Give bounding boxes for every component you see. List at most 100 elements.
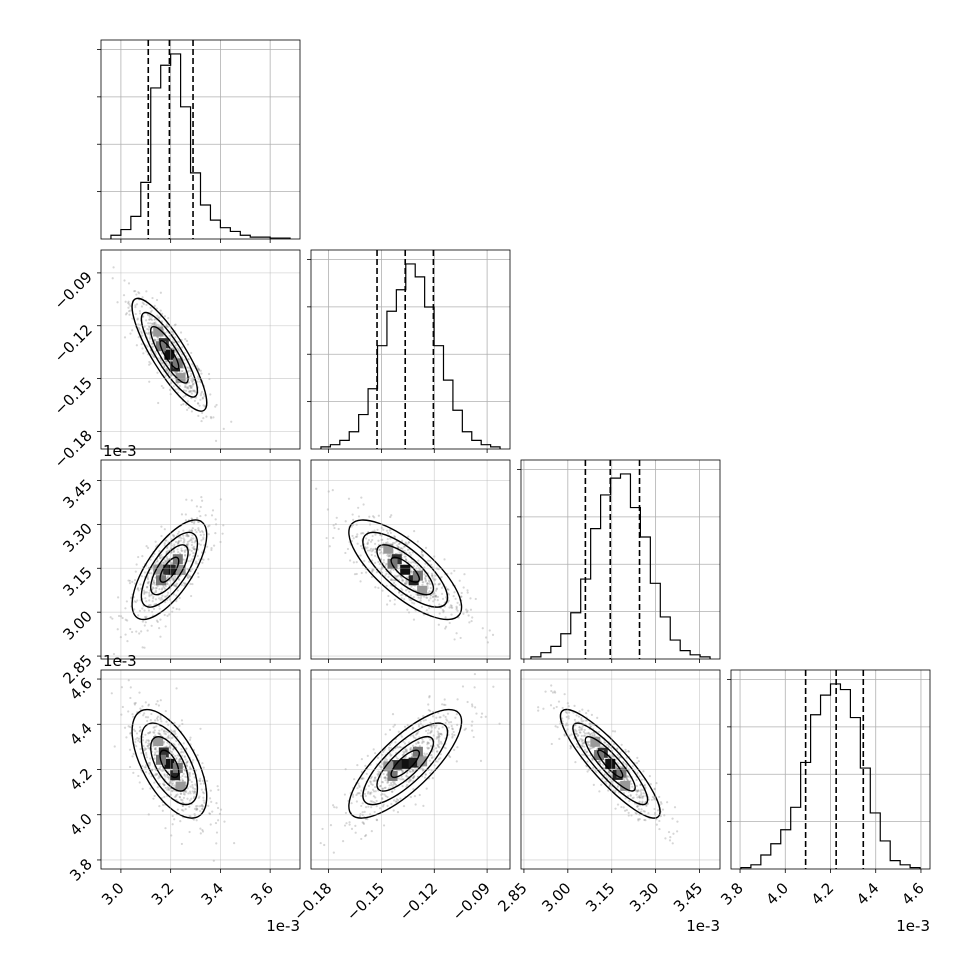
- scatter-2-point-183: [409, 553, 412, 557]
- scatter-1-point-430: [178, 596, 181, 600]
- scatter-1-point-308: [146, 581, 149, 584]
- scatter-2-point-203: [488, 629, 491, 632]
- scatter-5-point-420: [590, 757, 594, 760]
- scatter-1-point-14: [197, 527, 200, 530]
- scatter-2-point-388: [388, 599, 392, 602]
- scatter-4-point-142: [421, 738, 424, 741]
- scatter-5-point-632: [561, 717, 564, 720]
- scatter-2-contour-2: [362, 531, 449, 608]
- scatter-4-point-177: [381, 781, 384, 784]
- scatter-0-point-240: [140, 330, 143, 333]
- scatter-1-point-92: [148, 599, 151, 602]
- scatter-3-point-3: [181, 804, 184, 807]
- scatter-2-point-125: [357, 506, 360, 509]
- scatter-0-point-144: [189, 374, 193, 378]
- scatter-4-point-47: [383, 786, 386, 790]
- scatter-2-point-565: [366, 542, 369, 546]
- scatter-1-point-554: [164, 560, 167, 563]
- scatter-1-point-501: [155, 586, 158, 590]
- scatter-4-point-369: [437, 738, 440, 742]
- scatter-0-point-24: [135, 303, 139, 306]
- scatter-0-point-187: [184, 371, 187, 374]
- scatter-5-point-114: [641, 795, 644, 798]
- scatter-0-point-141: [170, 373, 173, 377]
- scatter-5-point-305: [582, 742, 585, 745]
- scatter-3-point-251: [200, 788, 203, 791]
- scatter-4-point-509: [427, 729, 430, 732]
- scatter-2-point-276: [404, 581, 407, 585]
- scatter-0-point-127: [183, 358, 186, 361]
- scatter-4-point-336: [353, 778, 356, 781]
- scatter-5-point-542: [616, 786, 619, 789]
- scatter-0-point-502: [142, 352, 145, 355]
- scatter-5-point-640: [637, 819, 640, 822]
- scatter-4-point-608: [411, 727, 414, 730]
- scatter-2-point-584: [386, 603, 389, 606]
- scatter-2-point-30: [422, 595, 426, 598]
- scatter-2-point-98: [434, 589, 438, 592]
- scatter-4-point-282: [426, 732, 430, 735]
- scatter-3-point-105: [172, 747, 175, 751]
- scatter-4-point-486: [403, 725, 407, 728]
- scatter-5-point-332: [636, 796, 639, 799]
- scatter-1-point-515: [172, 606, 175, 609]
- scatter-2-point-441: [352, 518, 355, 521]
- scatter-1-contour-1: [150, 544, 189, 596]
- scatter-3-point-57: [143, 712, 146, 715]
- scatter-4-point-347: [401, 769, 405, 772]
- scatter-2-point-328: [444, 627, 447, 630]
- scatter-2-point-508: [398, 591, 401, 594]
- scatter-2-point-507: [365, 571, 368, 574]
- scatter-4-point-559: [428, 695, 431, 698]
- scatter-4-point-23: [372, 801, 375, 804]
- scatter-5-point-319: [608, 770, 611, 773]
- scatter-2-point-176: [374, 561, 377, 564]
- scatter-0-point-623: [201, 396, 204, 399]
- scatter-2-point-555: [485, 636, 488, 639]
- scatter-5-point-171: [637, 760, 640, 763]
- scatter-2-point-229: [445, 596, 448, 599]
- scatter-5-point-613: [658, 827, 661, 831]
- scatter-5-point-192: [585, 732, 588, 735]
- scatter-3-point-44: [164, 730, 168, 733]
- scatter-5-point-93: [583, 732, 587, 735]
- scatter-3-point-227: [134, 738, 137, 741]
- scatter-3-point-278: [167, 736, 171, 740]
- scatter-4-point-521: [366, 792, 370, 795]
- scatter-4-point-406: [364, 806, 368, 809]
- scatter-5-point-66: [580, 720, 583, 723]
- scatter-5-point-160: [578, 726, 581, 729]
- scatter-3-point-52: [192, 796, 195, 800]
- scatter-5-point-436: [579, 731, 582, 734]
- scatter-4-point-507: [356, 763, 359, 767]
- scatter-1-point-334: [143, 592, 146, 595]
- scatter-0-point-541: [177, 349, 181, 352]
- scatter-4-point-610: [451, 727, 454, 730]
- scatter-4-point-231: [384, 733, 387, 736]
- scatter-4-point-95: [390, 753, 393, 757]
- scatter-5-point-308: [672, 832, 675, 835]
- scatter-2-point-186: [392, 541, 395, 545]
- scatter-2-point-81: [406, 608, 409, 611]
- scatter-3-point-538: [157, 775, 161, 778]
- scatter-2-point-134: [436, 599, 439, 602]
- scatter-1-point-169: [206, 545, 209, 548]
- scatter-5-point-503: [579, 728, 583, 731]
- scatter-1-point-44: [173, 584, 176, 587]
- scatter-1-point-189: [125, 600, 128, 603]
- scatter-0-point-125: [187, 390, 191, 393]
- scatter-5-point-610: [580, 734, 583, 737]
- scatter-2-point-234: [388, 554, 391, 558]
- scatter-3-point-136: [159, 716, 162, 719]
- scatter-3-point-234: [193, 776, 196, 779]
- scatter-4-contour-2: [362, 722, 449, 806]
- scatter-3-contour-3: [131, 708, 208, 819]
- ytick-label-3-3: 4.4: [66, 719, 96, 749]
- scatter-5-point-57: [550, 742, 553, 746]
- scatter-2-point-482: [386, 554, 389, 557]
- scatter-2-point-416: [429, 597, 432, 600]
- scatter-0-point-223: [222, 427, 225, 430]
- scatter-0-point-140: [147, 331, 150, 334]
- scatter-2-point-502: [384, 541, 388, 545]
- scatter-2-point-310: [396, 575, 399, 578]
